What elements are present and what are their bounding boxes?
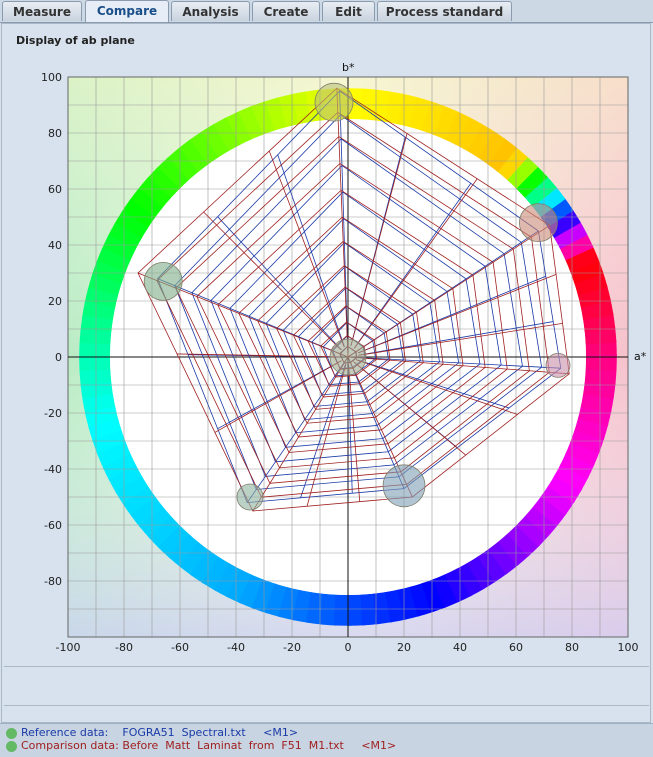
- y-tick-label: 80: [48, 127, 62, 140]
- series-0-spoke: [277, 154, 345, 348]
- comparison-tag: <M1>: [361, 739, 397, 752]
- x-tick-label: -60: [171, 641, 189, 654]
- tab-edit[interactable]: Edit: [322, 1, 375, 21]
- legend: Reference data: FOGRA51 Spectral.txt <M1…: [0, 723, 653, 757]
- y-tick-label: -80: [44, 575, 62, 588]
- reference-dot-icon: [6, 727, 17, 739]
- y-tick-label: 100: [41, 71, 62, 84]
- highlight-point: [545, 352, 571, 378]
- x-tick-label: 20: [397, 641, 411, 654]
- y-tick-label: 40: [48, 239, 62, 252]
- series-1-spoke: [358, 274, 557, 354]
- tick-labels: -100 -80 -60 -40 -20 0 20 40 60 80 100 100 80 60 40 20 0…: [41, 71, 639, 654]
- series-1-spoke: [347, 356, 570, 375]
- y-tick-label: 20: [48, 295, 62, 308]
- series-1-spoke: [336, 88, 349, 358]
- series-1-spoke: [356, 359, 518, 415]
- highlight-points: [143, 82, 571, 511]
- highlight-point: [236, 483, 264, 511]
- series-0-spoke: [300, 363, 347, 498]
- series-1-spoke: [358, 322, 563, 356]
- series-1-spoke: [268, 150, 345, 347]
- x-axis-label: a*: [634, 350, 647, 363]
- highlight-point: [314, 82, 354, 122]
- series-1-spoke: [347, 225, 550, 358]
- y-axis-label: b*: [342, 61, 355, 74]
- separator-2: [4, 705, 649, 706]
- x-tick-label: 80: [565, 641, 579, 654]
- series-1-spoke: [354, 178, 478, 349]
- x-tick-label: -80: [115, 641, 133, 654]
- series-0-spoke: [353, 183, 472, 349]
- y-tick-label: -40: [44, 463, 62, 476]
- x-tick-label: -20: [283, 641, 301, 654]
- legend-comparison: Comparison data: Before Matt Laminat fro…: [6, 739, 396, 753]
- y-tick-label: -20: [44, 407, 62, 420]
- reference-tag: <M1>: [263, 726, 299, 739]
- ab-plane-chart: -100 -80 -60 -40 -20 0 20 40 60 80 100 100 80 60 40 20 0…: [41, 61, 647, 654]
- series-1-spoke: [348, 364, 361, 502]
- series-0-spoke: [355, 359, 510, 409]
- y-tick-label: 0: [55, 351, 62, 364]
- highlight-point: [519, 203, 558, 243]
- highlight-point: [382, 464, 426, 508]
- series-0-spoke: [358, 321, 554, 356]
- series-1-spoke: [177, 353, 340, 358]
- tab-bar: Measure Compare Analysis Create Edit Pro…: [0, 0, 653, 23]
- comparison-file: Before Matt Laminat from F51 M1.txt: [122, 739, 344, 752]
- y-tick-label: -60: [44, 519, 62, 532]
- legend-reference: Reference data: FOGRA51 Spectral.txt <M1…: [6, 726, 298, 740]
- series-1-spoke: [252, 356, 349, 512]
- highlight-point: [329, 338, 367, 376]
- x-tick-label: -40: [227, 641, 245, 654]
- series-0-spoke: [357, 275, 546, 354]
- y-tick-label: 60: [48, 183, 62, 196]
- reference-label: Reference data:: [21, 726, 109, 739]
- panel-title: Display of ab plane: [16, 34, 135, 47]
- reference-file: FOGRA51 Spectral.txt: [122, 726, 246, 739]
- data-series: [137, 87, 570, 512]
- comparison-dot-icon: [6, 740, 17, 752]
- highlight-point: [143, 261, 183, 301]
- series-0-spoke: [347, 363, 353, 494]
- x-tick-label: 0: [345, 641, 352, 654]
- tab-compare[interactable]: Compare: [85, 0, 169, 22]
- series-1-spoke: [350, 133, 408, 346]
- x-tick-label: 60: [509, 641, 523, 654]
- series-1-spoke: [353, 361, 466, 456]
- comparison-label: Comparison data:: [21, 739, 119, 752]
- series-0-spoke: [347, 356, 561, 369]
- series-1-spoke: [306, 364, 347, 507]
- tab-analysis[interactable]: Analysis: [171, 1, 250, 21]
- series-0-spoke: [339, 90, 349, 358]
- separator-1: [4, 666, 649, 667]
- series-0-spoke: [246, 356, 349, 503]
- series-1-spoke: [203, 211, 342, 351]
- tab-measure[interactable]: Measure: [2, 1, 82, 21]
- tab-process-standard[interactable]: Process standard: [377, 1, 512, 21]
- x-tick-label: 100: [618, 641, 639, 654]
- tab-create[interactable]: Create: [252, 1, 320, 21]
- x-tick-label: 40: [453, 641, 467, 654]
- x-tick-label: -100: [56, 641, 81, 654]
- series-1-spoke: [214, 360, 342, 433]
- series-0-spoke: [217, 216, 342, 351]
